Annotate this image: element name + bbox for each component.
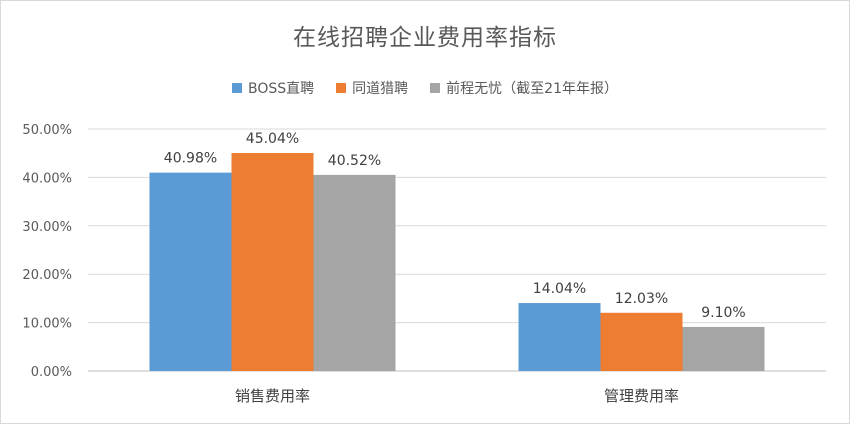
data-label: 40.52% [328, 153, 381, 169]
chart-title: 在线招聘企业费用率指标 [293, 25, 557, 51]
chart-legend: BOSS直聘 同道猎聘 前程无忧（截至21年年报） [0, 78, 850, 98]
legend-label-51job: 前程无忧（截至21年年报） [446, 81, 618, 97]
bar [682, 326, 765, 371]
bar [149, 172, 232, 371]
bar [600, 312, 683, 371]
data-label: 40.98% [164, 151, 217, 167]
data-label: 12.03% [615, 291, 668, 307]
legend-label-boss: BOSS直聘 [248, 81, 315, 97]
y-tick-label: 20.00% [22, 268, 72, 283]
legend-item-liepin: 同道猎聘 [336, 78, 408, 98]
y-tick-label: 40.00% [22, 171, 72, 186]
legend-swatch-51job [430, 83, 441, 93]
legend-label-liepin: 同道猎聘 [352, 81, 409, 97]
bar [313, 174, 396, 371]
bar [231, 153, 314, 371]
x-category-label: 销售费用率 [235, 387, 310, 405]
y-tick-label: 0.00% [31, 365, 72, 380]
y-tick-label: 50.00% [22, 123, 72, 138]
y-tick-label: 30.00% [22, 220, 72, 235]
legend-item-51job: 前程无忧（截至21年年报） [430, 78, 618, 98]
data-label: 14.04% [533, 281, 586, 297]
data-label: 45.04% [246, 131, 299, 147]
legend-swatch-liepin [336, 83, 347, 93]
bar [518, 303, 601, 371]
legend-swatch-boss [232, 83, 242, 93]
y-tick-label: 10.00% [22, 317, 72, 332]
data-label: 9.10% [701, 305, 745, 321]
x-category-label: 管理费用率 [604, 387, 679, 405]
legend-item-boss: BOSS直聘 [232, 78, 314, 98]
